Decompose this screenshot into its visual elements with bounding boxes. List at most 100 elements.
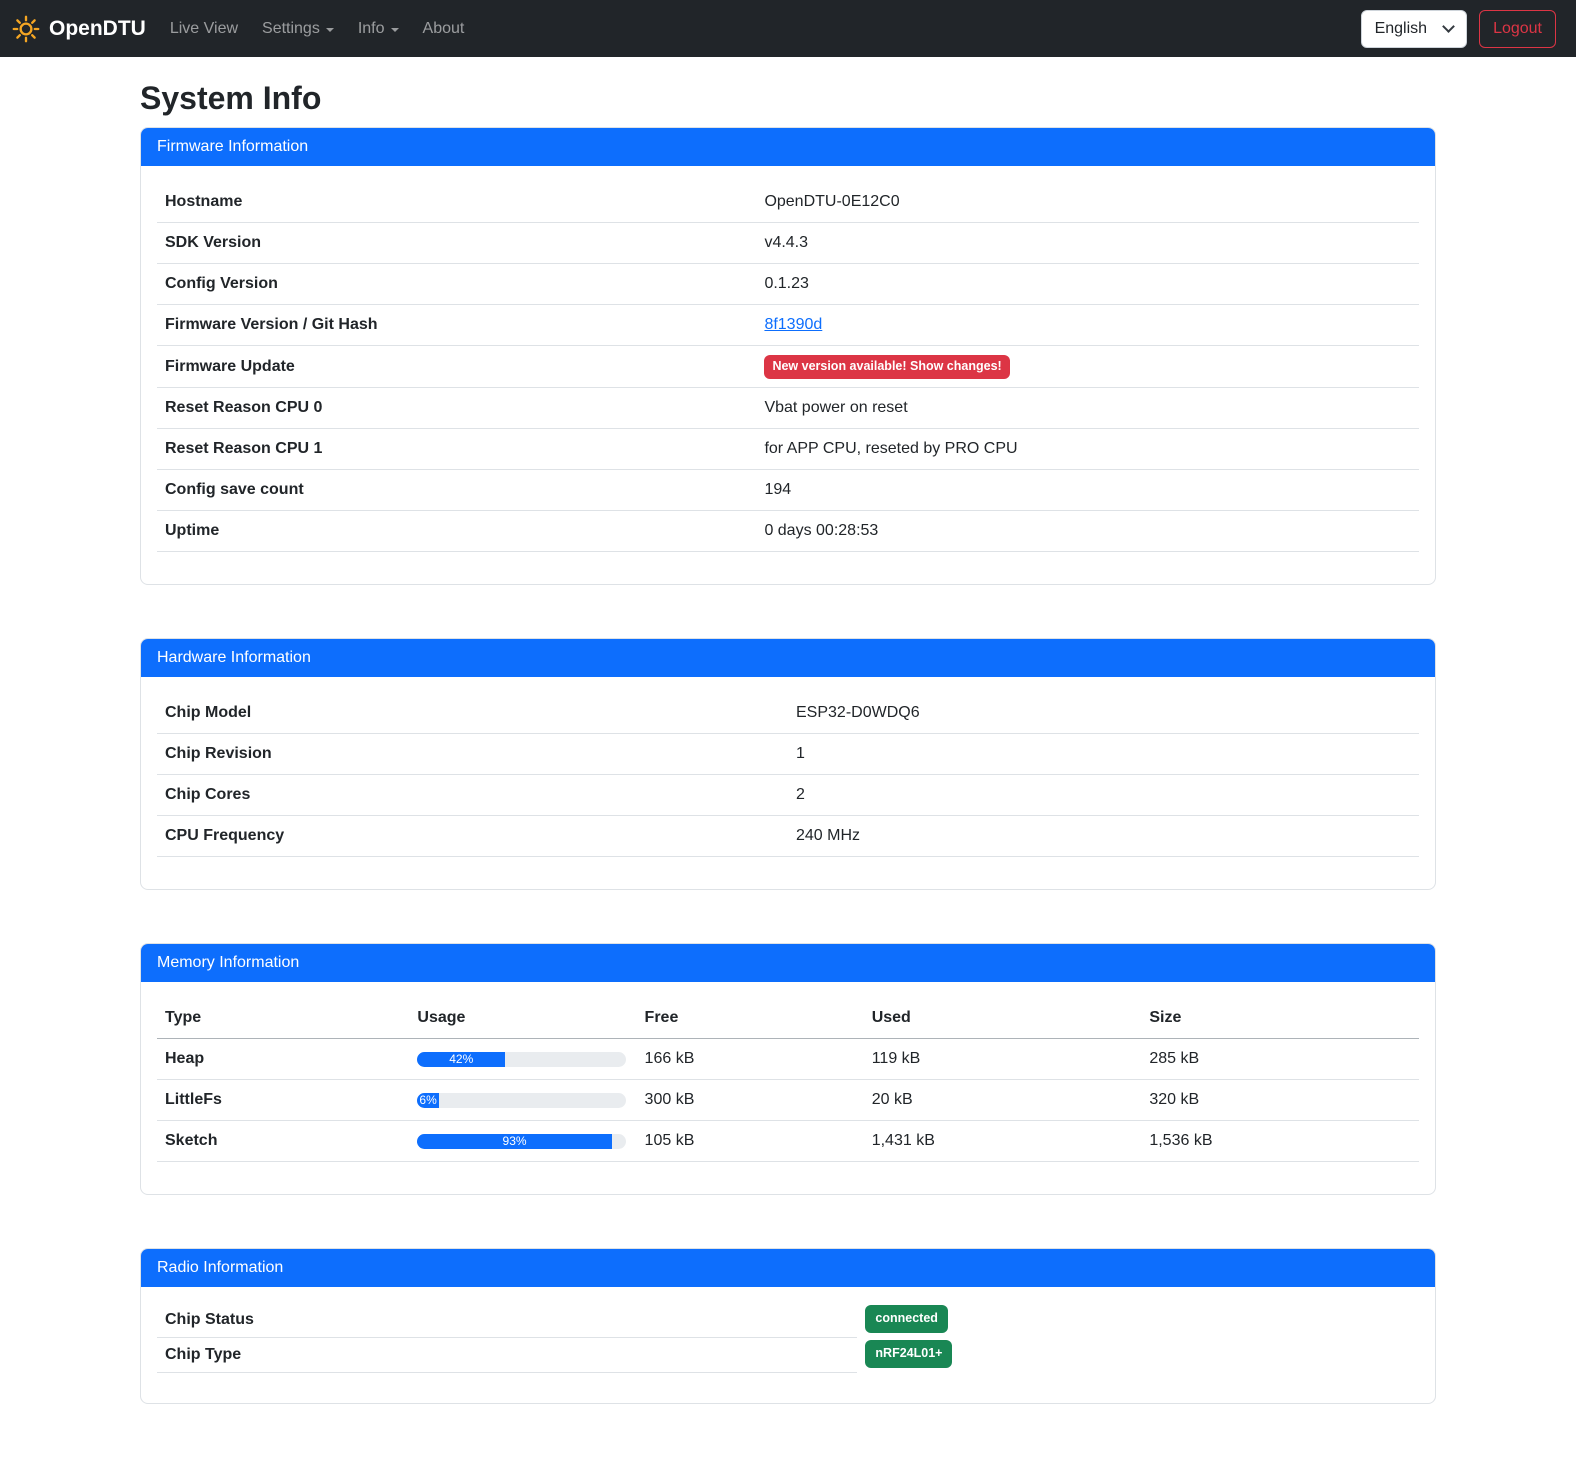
table-row: Sketch 93% 105 kB 1,431 kB 1,536 kB: [157, 1120, 1419, 1163]
usage-progress-fill: 93%: [417, 1133, 612, 1149]
row-value-cell: 240 MHz: [788, 815, 1419, 858]
nav-item-about[interactable]: About: [411, 12, 477, 46]
column-header: Usage: [409, 998, 637, 1040]
firmware-table: Hostname OpenDTU-0E12C0 SDK Version v4.4.3 C…: [157, 182, 1419, 553]
cell-value: 105 kB: [636, 1120, 864, 1163]
usage-progress-bar: 93%: [417, 1133, 627, 1149]
row-label: Chip Status: [157, 1303, 858, 1339]
cell-value: 300 kB: [636, 1079, 864, 1122]
chip-status-badge: connected: [865, 1305, 948, 1333]
cell-value: 20 kB: [863, 1079, 1142, 1122]
row-label: CPU Frequency: [157, 815, 788, 858]
row-value-cell: 0.1.23: [756, 263, 1419, 306]
sun-icon: [12, 15, 40, 43]
firmware-update-badge[interactable]: New version available! Show changes!: [764, 355, 1010, 380]
usage-progress-bar: 6%: [417, 1092, 627, 1108]
chevron-down-icon: [325, 27, 334, 32]
row-value: for APP CPU, reseted by PRO CPU: [764, 440, 1018, 458]
usage-percent-label: 42%: [449, 1051, 474, 1066]
table-header-row: Type Usage Free Used Size: [157, 998, 1419, 1040]
row-value-cell: 2: [788, 774, 1419, 817]
nav-item-live-view[interactable]: Live View: [158, 12, 250, 46]
row-value: 0.1.23: [764, 275, 809, 293]
table-row: Reset Reason CPU 0 Vbat power on reset: [157, 387, 1419, 430]
logout-button[interactable]: Logout: [1479, 9, 1556, 48]
table-row: Uptime 0 days 00:28:53: [157, 510, 1419, 553]
nav-item-label: Info: [357, 19, 385, 37]
row-label: Chip Revision: [157, 733, 788, 776]
row-value-cell: OpenDTU-0E12C0: [756, 182, 1419, 224]
usage-percent-label: 6%: [419, 1092, 437, 1107]
row-value-cell: 194: [756, 469, 1419, 512]
radio-card: Radio Information Chip Status connected Ch…: [140, 1248, 1436, 1405]
column-header: Free: [636, 998, 864, 1040]
usage-progress-bar: 42%: [417, 1051, 627, 1067]
nav-item-settings[interactable]: Settings: [250, 12, 346, 46]
cell-value: 1,431 kB: [863, 1120, 1142, 1163]
row-value: ESP32-D0WDQ6: [796, 704, 920, 722]
firmware-card-header: Firmware Information: [141, 128, 1435, 167]
nav-item-info[interactable]: Info: [346, 12, 411, 46]
table-row: LittleFs 6% 300 kB 20 kB 320 kB: [157, 1079, 1419, 1122]
column-header: Type: [157, 998, 410, 1040]
git-hash-link[interactable]: 8f1390d: [764, 316, 823, 334]
usage-progress-fill: 42%: [417, 1051, 506, 1067]
row-value: v4.4.3: [764, 234, 809, 252]
row-value: 0 days 00:28:53: [764, 522, 879, 540]
table-row: CPU Frequency 240 MHz: [157, 815, 1419, 858]
memory-type-label: Sketch: [157, 1120, 410, 1163]
main-content: System Info Firmware Information Hostnam…: [140, 79, 1436, 1405]
memory-type-label: LittleFs: [157, 1079, 410, 1122]
nav-item-label: Settings: [262, 19, 320, 37]
usage-percent-label: 93%: [502, 1133, 527, 1148]
language-select[interactable]: English: [1360, 9, 1468, 48]
table-row: Chip Revision 1: [157, 733, 1419, 776]
row-label: Uptime: [157, 510, 757, 553]
table-row: Chip Type nRF24L01+: [157, 1338, 1419, 1374]
hardware-card: Hardware Information Chip Model ESP32-D0W…: [140, 638, 1436, 891]
row-label: Firmware Version / Git Hash: [157, 304, 757, 347]
usage-cell: 6%: [409, 1079, 637, 1122]
row-label: Chip Model: [157, 693, 788, 735]
row-value: 240 MHz: [796, 827, 861, 845]
row-label: Hostname: [157, 182, 757, 224]
brand-link[interactable]: OpenDTU: [12, 15, 146, 43]
column-header: Used: [863, 998, 1142, 1040]
table-row: Chip Model ESP32-D0WDQ6: [157, 693, 1419, 735]
radio-table: Chip Status connected Chip Type nRF24L01+: [157, 1303, 1419, 1374]
row-value-cell: New version available! Show changes!: [756, 345, 1419, 389]
row-value: Vbat power on reset: [764, 399, 908, 417]
row-value-cell: 1: [788, 733, 1419, 776]
column-header: Size: [1141, 998, 1419, 1040]
table-row: Reset Reason CPU 1 for APP CPU, reseted b…: [157, 428, 1419, 471]
chip-type-badge: nRF24L01+: [865, 1340, 953, 1368]
usage-cell: 93%: [409, 1120, 637, 1163]
table-row: Chip Status connected: [157, 1303, 1419, 1339]
row-value: 194: [764, 481, 792, 499]
nav-item-label: Live View: [169, 19, 239, 37]
memory-card: Memory Information Type Usage Free Used Size…: [140, 943, 1436, 1196]
brand-label: OpenDTU: [49, 16, 146, 40]
row-value-cell: 8f1390d: [756, 304, 1419, 347]
row-value: OpenDTU-0E12C0: [764, 193, 900, 211]
cell-value: 320 kB: [1141, 1079, 1419, 1122]
table-row: Heap 42% 166 kB 119 kB 285 kB: [157, 1038, 1419, 1081]
table-row: Config save count 194: [157, 469, 1419, 512]
table-row: SDK Version v4.4.3: [157, 222, 1419, 265]
firmware-card: Firmware Information Hostname OpenDTU-0E1…: [140, 127, 1436, 586]
chevron-down-icon: [1442, 19, 1455, 33]
row-label: Firmware Update: [157, 345, 757, 389]
main-nav: Live View Settings Info About: [158, 12, 477, 46]
radio-card-header: Radio Information: [141, 1249, 1435, 1288]
row-value-cell: 0 days 00:28:53: [756, 510, 1419, 553]
row-value-cell: for APP CPU, reseted by PRO CPU: [756, 428, 1419, 471]
hardware-table: Chip Model ESP32-D0WDQ6 Chip Revision 1 Chip…: [157, 693, 1419, 858]
row-value-cell: nRF24L01+: [857, 1338, 960, 1373]
language-select-value: English: [1374, 19, 1428, 37]
row-value-cell: Vbat power on reset: [756, 387, 1419, 430]
chevron-down-icon: [390, 27, 399, 32]
table-row: Chip Cores 2: [157, 774, 1419, 817]
memory-card-header: Memory Information: [141, 944, 1435, 983]
row-label: SDK Version: [157, 222, 757, 265]
cell-value: 166 kB: [636, 1038, 864, 1081]
